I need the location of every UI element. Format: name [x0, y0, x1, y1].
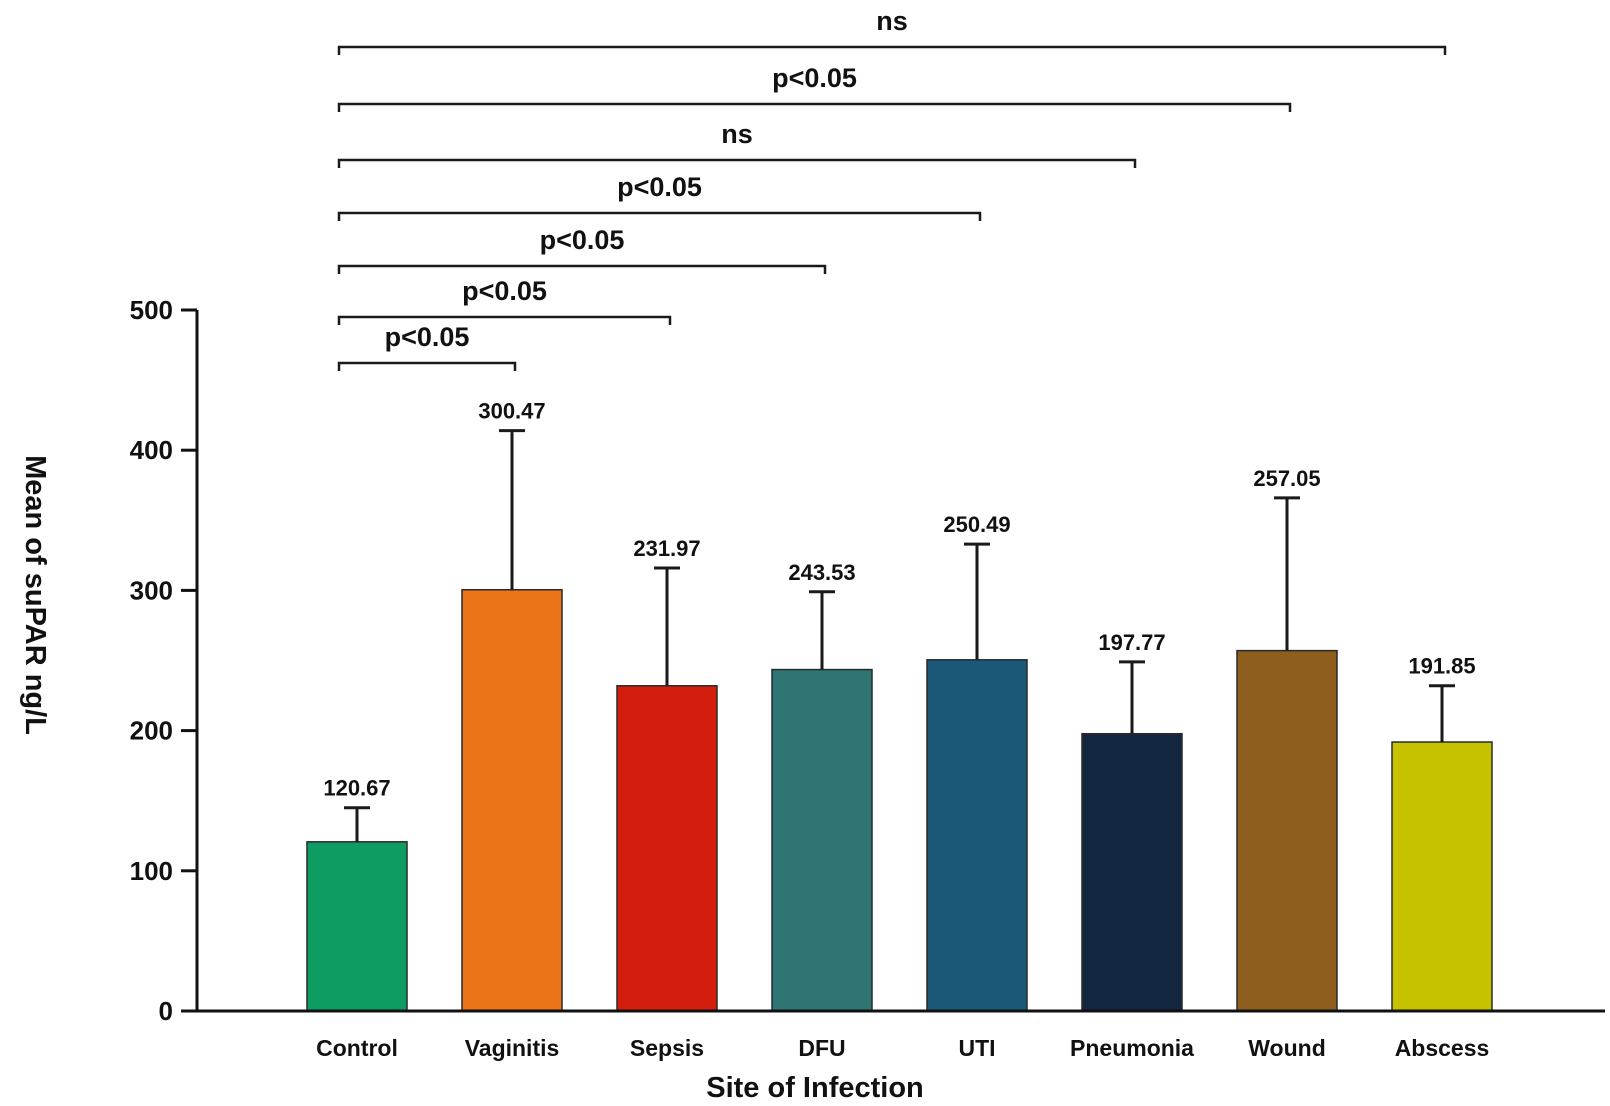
- bar-sepsis: [616, 685, 718, 1012]
- x-tick-label: Pneumonia: [1070, 1035, 1194, 1061]
- y-axis: 0 100 200 300 400 500: [130, 295, 199, 1026]
- value-label: 120.67: [323, 776, 390, 801]
- bar-uti: [926, 659, 1028, 1012]
- significance-label: ns: [876, 6, 908, 36]
- value-label: 257.05: [1253, 466, 1320, 491]
- y-tick-label: 200: [130, 716, 173, 746]
- significance-label: ns: [721, 119, 753, 149]
- significance-bracket: [337, 211, 982, 221]
- significance-label: p<0.05: [385, 322, 470, 352]
- bar-pneumonia: [1081, 732, 1183, 1012]
- significance-brackets: p<0.05 p<0.05 p<0.05 p<0.05 ns p<0.05 ns: [337, 6, 1447, 371]
- bar-dfu: [771, 668, 873, 1012]
- y-tick-label: 400: [130, 435, 173, 465]
- x-tick-label: DFU: [798, 1035, 845, 1061]
- significance-bracket: [337, 361, 517, 371]
- bar-vaginitis: [461, 588, 563, 1012]
- value-label: 243.53: [788, 560, 855, 585]
- x-tick-label: Abscess: [1395, 1035, 1490, 1061]
- y-tick-label: 300: [130, 575, 173, 605]
- value-label: 231.97: [633, 536, 700, 561]
- significance-bracket: [337, 264, 827, 274]
- value-label: 300.47: [478, 399, 545, 424]
- x-tick-label: UTI: [958, 1035, 995, 1061]
- x-tick-label: Vaginitis: [465, 1035, 560, 1061]
- x-tick-label: Control: [316, 1035, 398, 1061]
- significance-label: p<0.05: [617, 172, 702, 202]
- bars: 120.67 300.47 231.97 243.53 250.49 197.77 257.…: [306, 399, 1493, 1012]
- significance-label: p<0.05: [540, 225, 625, 255]
- bar-abscess: [1391, 741, 1493, 1012]
- significance-label: p<0.05: [462, 276, 547, 306]
- x-axis: Control Vaginitis Sepsis DFU UTI Pneumonia Wou…: [181, 1009, 1605, 1061]
- bar-wound: [1236, 649, 1338, 1012]
- y-tick-label: 0: [159, 996, 173, 1026]
- significance-bracket: [337, 102, 1292, 112]
- significance-bracket: [337, 158, 1137, 168]
- value-label: 197.77: [1098, 630, 1165, 655]
- y-tick-label: 500: [130, 295, 173, 325]
- y-tick-label: 100: [130, 856, 173, 886]
- x-axis-title: Site of Infection: [706, 1072, 924, 1104]
- significance-label: p<0.05: [772, 63, 857, 93]
- significance-bracket: [337, 45, 1447, 55]
- x-tick-label: Wound: [1248, 1035, 1326, 1061]
- significance-bracket: [337, 315, 672, 325]
- x-tick-label: Sepsis: [630, 1035, 704, 1061]
- bar-control: [306, 841, 408, 1012]
- y-axis-title: Mean of suPAR ng/L: [19, 455, 51, 735]
- value-label: 191.85: [1408, 654, 1475, 679]
- value-label: 250.49: [943, 512, 1010, 537]
